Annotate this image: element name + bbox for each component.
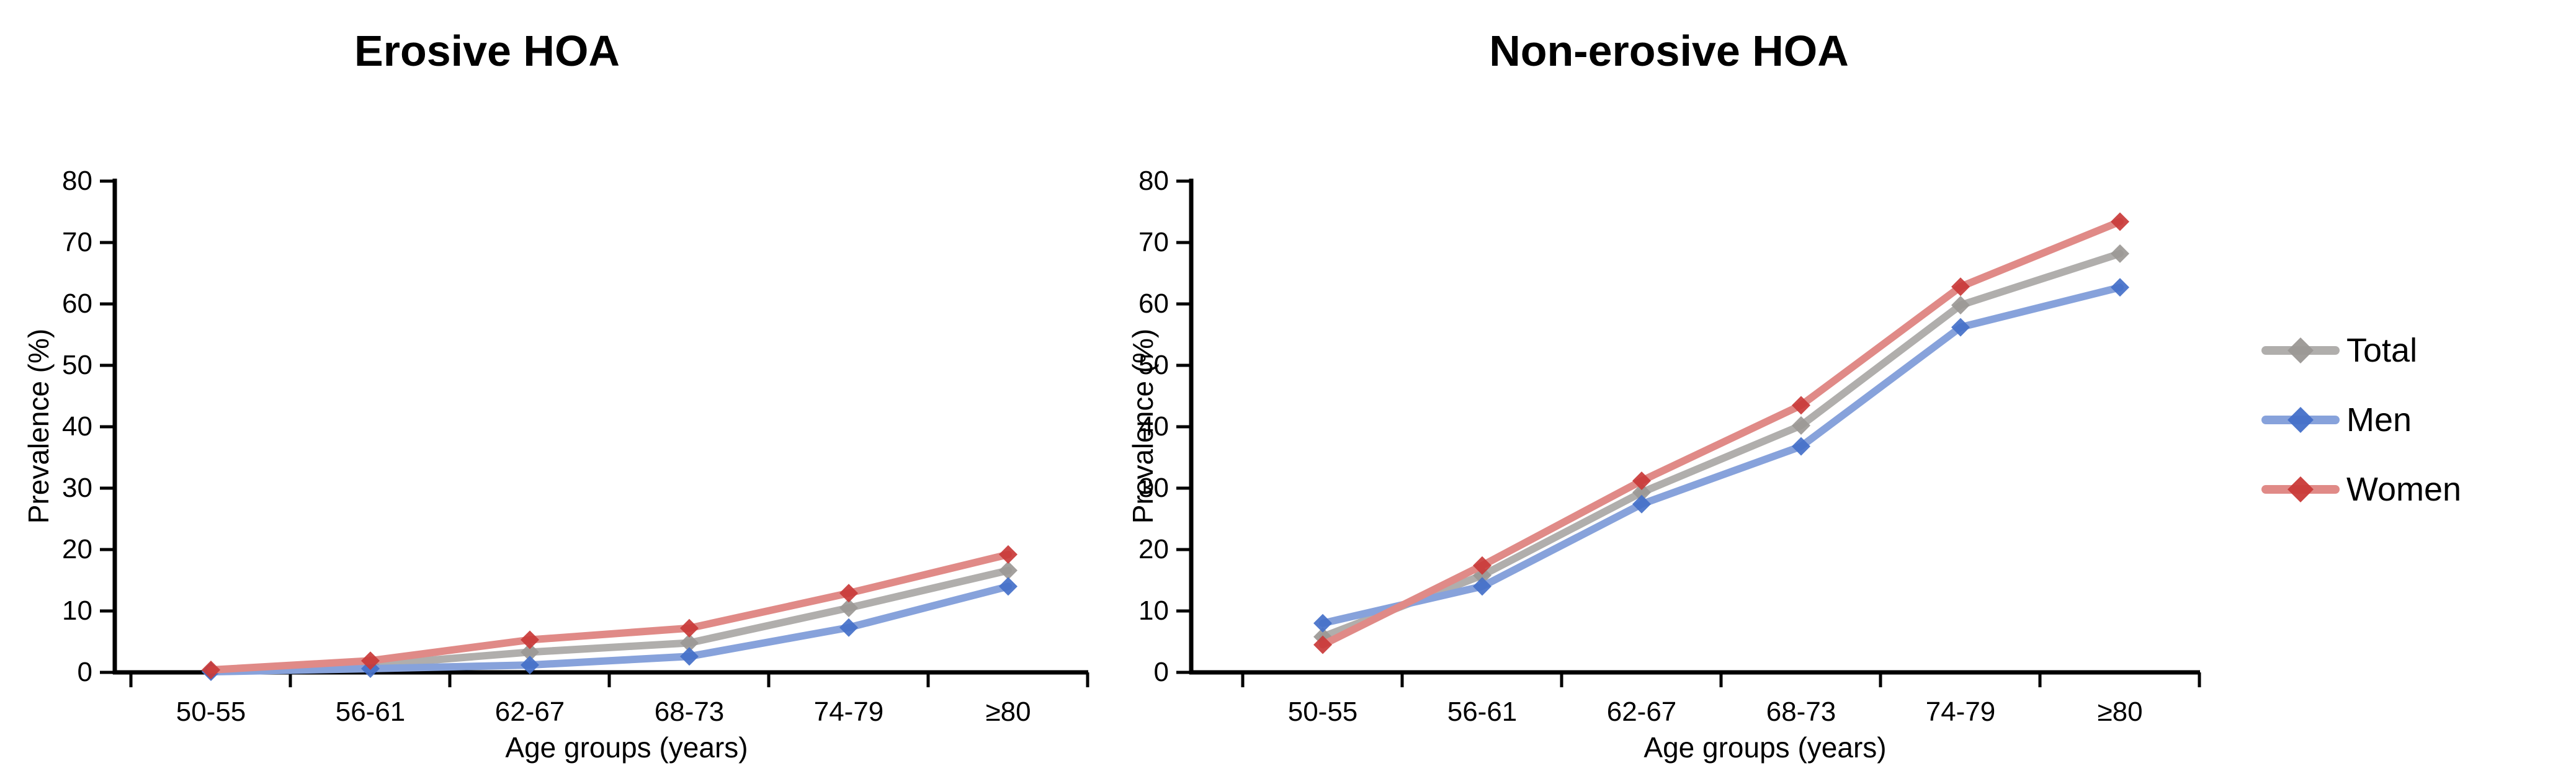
data-point-marker-total xyxy=(999,561,1017,580)
data-point-marker-total xyxy=(1632,483,1651,502)
x-axis-title-right: Age groups (years) xyxy=(1644,731,1887,764)
y-tick-label: 80 xyxy=(1138,166,1169,196)
data-point-marker-men xyxy=(1313,613,1332,633)
legend-marker-women-diamond-icon xyxy=(2288,476,2314,502)
data-point-marker-men xyxy=(1473,577,1491,596)
x-tick-label: 50-55 xyxy=(176,697,246,727)
legend-label-women: Women xyxy=(2346,471,2462,508)
x-tick-label: 62-67 xyxy=(494,697,565,727)
data-point-marker-men xyxy=(680,647,699,666)
data-point-marker-men xyxy=(1792,437,1810,456)
data-point-marker-women xyxy=(680,618,699,638)
data-point-marker-women xyxy=(1313,635,1332,654)
y-tick-label: 0 xyxy=(1153,657,1169,687)
series-line-women xyxy=(1319,218,2124,649)
x-tick-label: 74-79 xyxy=(813,697,884,727)
y-tick-label: 50 xyxy=(62,350,92,380)
x-tick-label: 68-73 xyxy=(1766,697,1836,727)
y-tick-label: 10 xyxy=(1138,595,1169,626)
y-tick-label: 0 xyxy=(77,657,92,687)
data-point-marker-women xyxy=(1632,471,1651,491)
data-point-marker-men xyxy=(521,656,539,675)
y-tick-label: 70 xyxy=(62,227,92,257)
x-axis-title-left: Age groups (years) xyxy=(505,731,748,764)
y-tick-label: 40 xyxy=(1138,411,1169,442)
y-tick-label: 20 xyxy=(1138,534,1169,564)
series-line-women xyxy=(207,550,1012,674)
data-point-marker-men xyxy=(1951,318,1970,337)
data-point-marker-women xyxy=(839,584,858,603)
legend-label-total: Total xyxy=(2346,332,2418,369)
data-point-marker-men xyxy=(839,618,858,637)
y-tick-label: 20 xyxy=(62,534,92,564)
y-tick-label: 50 xyxy=(1138,350,1169,380)
y-tick-label: 30 xyxy=(1138,473,1169,503)
x-tick-label: 74-79 xyxy=(1925,697,1996,727)
data-point-marker-total xyxy=(1951,295,1970,314)
y-tick-label: 60 xyxy=(62,288,92,319)
data-point-marker-women xyxy=(2111,212,2129,231)
data-point-marker-total xyxy=(521,643,539,662)
data-point-marker-women xyxy=(1951,277,1970,296)
data-point-marker-total xyxy=(1792,416,1810,435)
data-point-marker-total xyxy=(839,599,858,618)
x-tick-label: 56-61 xyxy=(1447,697,1518,727)
legend-marker-total-diamond-icon xyxy=(2288,337,2314,363)
chart-title-non-erosive: Non-erosive HOA xyxy=(1489,27,1849,75)
series-line-total xyxy=(1319,249,2124,641)
data-point-marker-women xyxy=(202,661,220,680)
x-tick-label: ≥80 xyxy=(2097,697,2143,727)
data-point-marker-women xyxy=(361,651,380,671)
data-point-marker-women xyxy=(1473,556,1491,575)
x-tick-label: 56-61 xyxy=(335,697,406,727)
y-tick-label: 30 xyxy=(62,473,92,503)
y-tick-label: 60 xyxy=(1138,288,1169,319)
data-point-marker-women xyxy=(999,545,1017,564)
y-tick-label: 80 xyxy=(62,166,92,196)
data-point-marker-total xyxy=(680,633,699,653)
data-point-marker-women xyxy=(1792,396,1810,415)
data-point-marker-total xyxy=(2111,244,2129,263)
x-tick-label: 68-73 xyxy=(654,697,725,727)
series-line-men xyxy=(207,582,1012,676)
y-tick-label: 70 xyxy=(1138,227,1169,257)
y-tick-label: 40 xyxy=(62,411,92,442)
data-point-marker-women xyxy=(521,630,539,649)
chart-title-erosive: Erosive HOA xyxy=(354,27,620,75)
legend-label-men: Men xyxy=(2346,401,2412,439)
y-tick-label: 10 xyxy=(62,595,92,626)
legend-marker-men-diamond-icon xyxy=(2288,407,2314,433)
data-point-marker-men xyxy=(999,577,1017,596)
x-tick-label: ≥80 xyxy=(985,697,1031,727)
x-tick-label: 62-67 xyxy=(1606,697,1677,727)
data-point-marker-men xyxy=(1632,494,1651,514)
series-line-men xyxy=(1319,283,2124,627)
x-tick-label: 50-55 xyxy=(1287,697,1358,727)
data-point-marker-men xyxy=(2111,278,2129,297)
